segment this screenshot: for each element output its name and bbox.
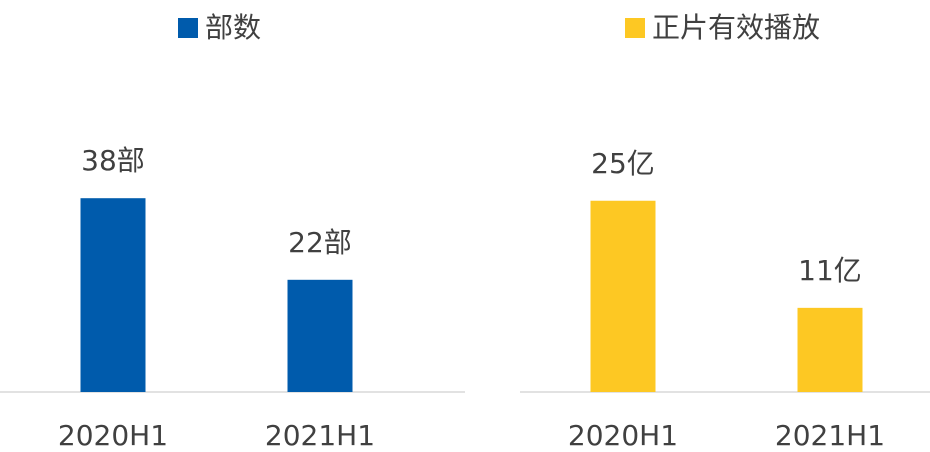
x-tick-label: 2021H1 bbox=[265, 419, 375, 452]
legend-swatch bbox=[178, 18, 198, 38]
x-tick-label: 2021H1 bbox=[775, 419, 885, 452]
bar bbox=[80, 198, 146, 392]
value-label: 38部 bbox=[81, 144, 145, 177]
legend-label: 正片有效播放 bbox=[652, 11, 820, 44]
legend-swatch bbox=[625, 18, 645, 38]
x-tick-label: 2020H1 bbox=[568, 419, 678, 452]
value-label: 22部 bbox=[288, 226, 352, 259]
bar bbox=[797, 307, 863, 392]
value-label: 25亿 bbox=[591, 147, 655, 180]
value-label: 11亿 bbox=[798, 254, 862, 287]
bar bbox=[287, 279, 353, 392]
x-tick-label: 2020H1 bbox=[58, 419, 168, 452]
bar bbox=[590, 200, 656, 392]
legend-label: 部数 bbox=[205, 11, 261, 44]
